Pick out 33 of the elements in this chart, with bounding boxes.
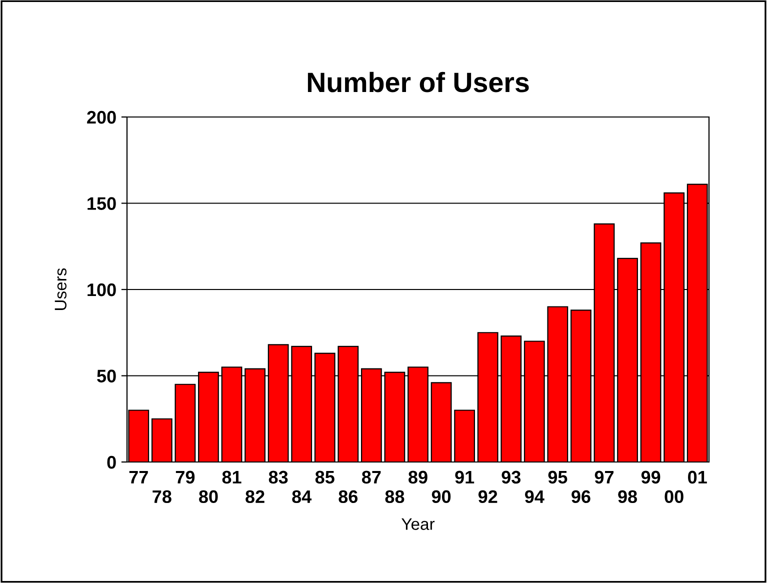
- x-tick-label: 84: [292, 490, 312, 504]
- x-axis-title: Year: [402, 518, 435, 530]
- y-tick-label: 50: [97, 370, 116, 382]
- x-tick-label: 78: [152, 490, 172, 504]
- x-tick-label: 90: [432, 490, 451, 504]
- x-tick-label: 96: [572, 490, 590, 504]
- x-tick-label: 94: [524, 490, 544, 504]
- x-tick-label: 92: [478, 490, 498, 504]
- x-tick-label: 95: [548, 470, 568, 484]
- x-tick-label: 85: [315, 470, 334, 484]
- x-tick-label: 99: [641, 470, 660, 484]
- x-tick-label: 93: [502, 470, 521, 484]
- x-tick-label: 98: [618, 490, 638, 504]
- x-tick-label: 82: [246, 490, 264, 504]
- x-tick-label: 80: [199, 490, 218, 504]
- x-tick-label: 83: [268, 470, 288, 484]
- y-tick-label: 0: [107, 456, 116, 469]
- x-tick-label: 00: [664, 490, 684, 504]
- x-tick-label: 87: [362, 470, 381, 484]
- x-tick-label: 88: [385, 490, 404, 504]
- x-tick-label: 89: [408, 470, 428, 484]
- chart-title: Number of Users: [308, 72, 529, 92]
- y-tick-label: 200: [87, 110, 116, 124]
- y-axis-title: Users: [54, 268, 66, 310]
- y-tick-label: 100: [88, 283, 116, 296]
- x-tick-label: 79: [176, 470, 195, 484]
- x-tick-label: 01: [688, 470, 707, 484]
- x-tick-label: 91: [455, 470, 474, 484]
- x-tick-label: 97: [594, 470, 614, 484]
- x-tick-label: 77: [129, 470, 148, 484]
- x-tick-label: 86: [338, 490, 358, 504]
- x-tick-label: 81: [222, 470, 242, 484]
- y-tick-label: 150: [88, 197, 116, 210]
